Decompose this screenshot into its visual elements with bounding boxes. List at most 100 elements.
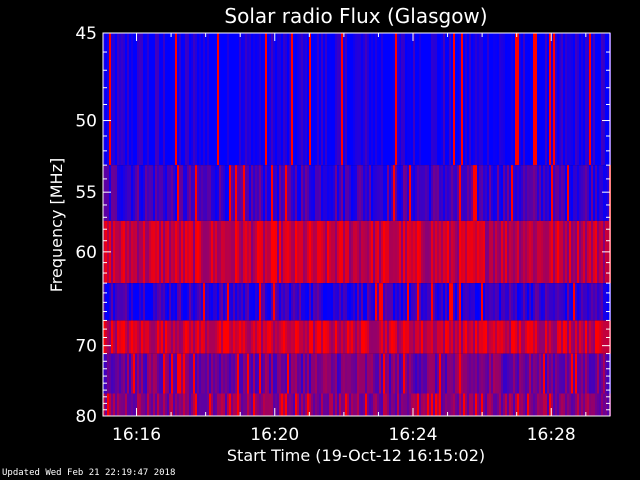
spectrogram-cell [119, 220, 121, 284]
spectrogram-cell [421, 320, 423, 354]
spectrogram-cell [453, 353, 455, 394]
spectrogram-cell [135, 220, 137, 284]
spectrogram-cell [233, 353, 235, 394]
spectrogram-cell [389, 320, 391, 354]
spectrogram-cell [341, 165, 343, 221]
spectrogram-cell [393, 283, 395, 321]
spectrogram-cell [221, 353, 223, 394]
spectrogram-cell [363, 220, 365, 284]
spectrogram-cell [179, 393, 181, 416]
spectrogram-cell [427, 353, 429, 394]
spectrogram-cell [549, 33, 551, 166]
spectrogram-cell [187, 220, 189, 284]
spectrogram-cell [385, 320, 387, 354]
spectrogram-cell [397, 353, 399, 394]
spectrogram-cell [471, 320, 473, 354]
spectrogram-cell [245, 320, 247, 354]
y-tick-label: 60 [75, 243, 97, 263]
spectrogram-cell [259, 320, 261, 354]
spectrogram-cell [497, 165, 499, 221]
spectrogram-cell [133, 165, 135, 221]
spectrogram-cell [599, 283, 601, 321]
spectrogram-cell [207, 393, 209, 416]
spectrogram-cell [319, 283, 321, 321]
spectrogram-cell [407, 353, 409, 394]
spectrogram-cell [547, 220, 549, 284]
spectrogram-cell [387, 353, 389, 394]
spectrogram-cell [181, 220, 183, 284]
spectrogram-cell [365, 320, 367, 354]
spectrogram-cell [307, 393, 309, 416]
spectrogram-cell [169, 283, 171, 321]
spectrogram-cell [231, 33, 233, 166]
spectrogram-cell [571, 33, 573, 166]
spectrogram-cell [257, 165, 259, 221]
spectrogram-cell [309, 393, 311, 416]
spectrogram-cell [381, 33, 383, 166]
spectrogram-cell [199, 353, 201, 394]
spectrogram-cell [481, 353, 483, 394]
spectrogram-cell [543, 33, 545, 166]
spectrogram-cell [361, 393, 363, 416]
spectrogram-cell [477, 33, 479, 166]
spectrogram-cell [297, 33, 299, 166]
spectrogram-cell [183, 220, 185, 284]
spectrogram-cell [551, 320, 553, 354]
spectrogram-cell [197, 320, 199, 354]
spectrogram-cell [501, 283, 503, 321]
spectrogram-cell [361, 33, 363, 166]
spectrogram-cell [355, 33, 357, 166]
spectrogram-cell [485, 283, 487, 321]
spectrogram-cell [393, 393, 395, 416]
spectrogram-cell [605, 353, 607, 394]
frequency-band [103, 33, 611, 166]
spectrogram-cell [607, 353, 609, 394]
spectrogram-cell [381, 220, 383, 284]
spectrogram-cell [181, 320, 183, 354]
spectrogram-cell [329, 320, 331, 354]
spectrogram-cell [565, 220, 567, 284]
spectrogram-cell [289, 220, 291, 284]
spectrogram-cell [517, 353, 519, 394]
spectrogram-cell [419, 165, 421, 221]
spectrogram-cell [579, 283, 581, 321]
spectrogram-cell [467, 320, 469, 354]
spectrogram-cell [567, 283, 569, 321]
spectrogram-cell [525, 165, 527, 221]
spectrogram-cell [233, 33, 235, 166]
spectrogram-cell [559, 320, 561, 354]
spectrogram-cell [323, 353, 325, 394]
spectrogram-cell [463, 283, 465, 321]
spectrogram-cell [125, 353, 127, 394]
spectrogram-cell [299, 283, 301, 321]
spectrogram-cell [393, 220, 395, 284]
spectrogram-cell [335, 393, 337, 416]
spectrogram-cell [109, 320, 111, 354]
spectrogram-cell [305, 220, 307, 284]
spectrogram-cell [409, 165, 411, 221]
spectrogram-cell [529, 353, 531, 394]
y-axis-label: Frequency [MHz] [47, 158, 66, 292]
spectrogram-cell [469, 220, 471, 284]
spectrogram-cell [369, 283, 371, 321]
spectrogram-cell [147, 283, 149, 321]
spectrogram-cell [427, 220, 429, 284]
spectrogram-cell [483, 320, 485, 354]
spectrogram-cell [195, 320, 197, 354]
spectrogram-cell [153, 283, 155, 321]
spectrogram-cell [109, 393, 111, 416]
spectrogram-cell [323, 33, 325, 166]
spectrogram-cell [239, 220, 241, 284]
spectrogram-cell [417, 393, 419, 416]
spectrogram-cell [379, 33, 381, 166]
spectrogram-cell [437, 220, 439, 284]
spectrogram-cell [313, 220, 315, 284]
spectrogram-cell [107, 33, 109, 166]
spectrogram-cell [597, 165, 599, 221]
spectrogram-cell [373, 283, 375, 321]
spectrogram-cell [325, 393, 327, 416]
spectrogram-cell [457, 283, 459, 321]
y-tick-label: 55 [75, 183, 97, 203]
spectrogram-cell [207, 33, 209, 166]
